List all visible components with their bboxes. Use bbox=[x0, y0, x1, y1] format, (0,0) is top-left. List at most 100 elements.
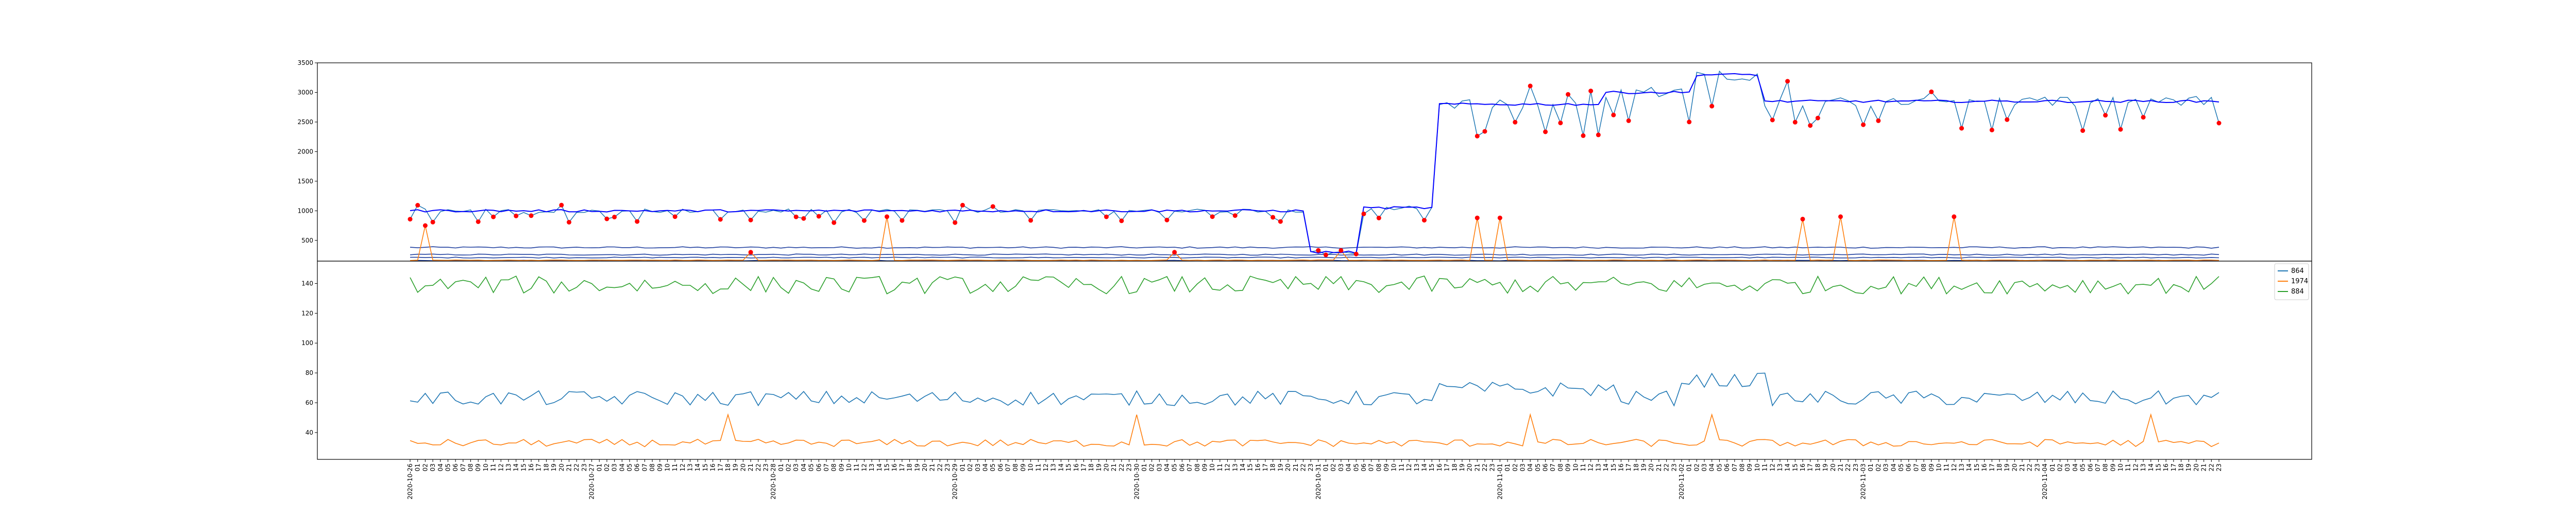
x-tick-label: 04 bbox=[981, 464, 989, 471]
x-tick-label: 23 bbox=[762, 464, 769, 471]
anomaly-marker bbox=[832, 220, 837, 225]
x-tick-label: 07 bbox=[1912, 464, 1920, 471]
x-tick-label: 16 bbox=[709, 464, 717, 471]
x-tick-label: 23 bbox=[2215, 464, 2223, 471]
bottom-axes-frame bbox=[317, 261, 2312, 460]
x-tick-label: 18 bbox=[1996, 464, 2003, 471]
x-tick-label: 01 bbox=[959, 464, 966, 471]
x-tick-label: 2020-10-27 bbox=[588, 464, 596, 500]
x-tick-label: 11 bbox=[2125, 464, 2132, 471]
x-tick-label: 06 bbox=[634, 464, 641, 471]
x-tick-label: 08 bbox=[1194, 464, 1201, 471]
x-tick-label: 13 bbox=[1050, 464, 1057, 471]
x-tick-label: 08 bbox=[1557, 464, 1564, 471]
anomaly-marker bbox=[1528, 83, 1533, 89]
x-tick-label: 01 bbox=[414, 464, 421, 471]
x-tick-label: 20 bbox=[558, 464, 565, 471]
x-tick-label: 04 bbox=[1163, 464, 1171, 471]
x-tick-label: 16 bbox=[1073, 464, 1080, 471]
x-tick-label: 2020-10-31 bbox=[1315, 464, 1322, 500]
x-tick-label: 12 bbox=[1224, 464, 1231, 471]
x-tick-label: 14 bbox=[1421, 464, 1428, 471]
x-tick-label: 02 bbox=[785, 464, 792, 471]
top-raw-line bbox=[410, 70, 2219, 255]
top-plot-area bbox=[408, 70, 2222, 262]
anomaly-marker bbox=[1316, 248, 1321, 253]
anomaly-marker bbox=[1104, 214, 1109, 219]
x-tick-label: 10 bbox=[1572, 464, 1579, 471]
x-tick-label: 16 bbox=[528, 464, 535, 471]
anomaly-marker bbox=[1353, 251, 1359, 256]
x-tick-label: 15 bbox=[1610, 464, 1617, 471]
x-tick-label: 13 bbox=[1595, 464, 1602, 471]
anomaly-marker bbox=[1376, 215, 1381, 220]
anomaly-marker bbox=[1172, 250, 1177, 255]
x-tick-label: 07 bbox=[460, 464, 467, 471]
x-tick-label: 21 bbox=[747, 464, 754, 471]
bottom-x-ticks: 2020-10-26 01 02 03 04 05 06 07 08 09 10 11 12 13 14 15… bbox=[406, 459, 2223, 500]
x-tick-label: 06 bbox=[1542, 464, 1549, 471]
x-tick-label: 21 bbox=[1292, 464, 1299, 471]
x-tick-label: 23 bbox=[581, 464, 588, 471]
x-tick-label: 05 bbox=[444, 464, 451, 471]
x-tick-label: 13 bbox=[1413, 464, 1420, 471]
x-tick-label: 05 bbox=[2079, 464, 2087, 471]
x-tick-label: 10 bbox=[2117, 464, 2124, 471]
top-axes-frame bbox=[317, 62, 2312, 262]
anomaly-marker bbox=[1876, 118, 1881, 123]
x-tick-label: 09 bbox=[1020, 464, 1027, 471]
x-tick-label: 18 bbox=[1088, 464, 1095, 471]
x-tick-label: 12 bbox=[497, 464, 504, 471]
x-tick-label: 2020-11-02 bbox=[1678, 464, 1685, 500]
x-tick-label: 12 bbox=[1769, 464, 1776, 471]
anomaly-marker bbox=[960, 202, 965, 208]
anomaly-marker bbox=[635, 219, 640, 224]
top-y-ticks: 500 1000 1500 2000 2500 3000 3500 bbox=[297, 59, 317, 244]
x-tick-label: 03 bbox=[2064, 464, 2071, 471]
anomaly-marker bbox=[1543, 129, 1548, 134]
x-tick-label: 06 bbox=[815, 464, 822, 471]
anomaly-marker bbox=[2005, 117, 2010, 122]
x-tick-label: 03 bbox=[1701, 464, 1708, 471]
x-tick-label: 16 bbox=[891, 464, 898, 471]
x-tick-label: 04 bbox=[1890, 464, 1897, 471]
x-tick-label: 13 bbox=[1776, 464, 1784, 471]
x-tick-label: 20 bbox=[1648, 464, 1655, 471]
x-tick-label: 04 bbox=[2072, 464, 2079, 471]
anomaly-marker bbox=[1611, 112, 1616, 117]
anomaly-marker bbox=[748, 250, 753, 255]
x-tick-label: 18 bbox=[543, 464, 550, 471]
x-tick-label: 12 bbox=[1042, 464, 1049, 471]
x-tick-label: 03 bbox=[429, 464, 436, 471]
x-tick-label: 10 bbox=[482, 464, 489, 471]
x-tick-label: 15 bbox=[2155, 464, 2162, 471]
x-tick-label: 15 bbox=[702, 464, 709, 471]
bottom-y-tick-label: 100 bbox=[301, 339, 313, 347]
x-tick-label: 15 bbox=[520, 464, 527, 471]
x-tick-label: 17 bbox=[717, 464, 724, 471]
x-tick-label: 18 bbox=[724, 464, 732, 471]
x-tick-label: 08 bbox=[467, 464, 474, 471]
x-tick-label: 22 bbox=[1299, 464, 1307, 471]
anomaly-marker bbox=[612, 214, 617, 219]
x-tick-label: 08 bbox=[1920, 464, 1927, 471]
bottom-y-tick-label: 140 bbox=[301, 280, 313, 287]
x-tick-label: 22 bbox=[1118, 464, 1125, 471]
x-tick-label: 02 bbox=[1875, 464, 1882, 471]
x-tick-label: 02 bbox=[2057, 464, 2064, 471]
x-tick-label: 19 bbox=[2185, 464, 2192, 471]
x-tick-label: 01 bbox=[1686, 464, 1693, 471]
anomaly-marker bbox=[1422, 218, 1427, 223]
anomaly-marker bbox=[1626, 118, 1631, 123]
x-tick-label: 14 bbox=[1965, 464, 1973, 471]
x-tick-label: 07 bbox=[1549, 464, 1556, 471]
x-tick-label: 01 bbox=[1323, 464, 1330, 471]
anomaly-marker bbox=[1815, 115, 1820, 121]
x-tick-label: 09 bbox=[1928, 464, 1935, 471]
x-tick-label: 12 bbox=[1951, 464, 1958, 471]
top-base-line-1 bbox=[410, 253, 2219, 256]
anomaly-marker bbox=[1800, 216, 1805, 221]
x-tick-label: 13 bbox=[2140, 464, 2147, 471]
x-tick-label: 11 bbox=[1035, 464, 1042, 471]
bottom-y-tick-label: 80 bbox=[306, 369, 313, 376]
